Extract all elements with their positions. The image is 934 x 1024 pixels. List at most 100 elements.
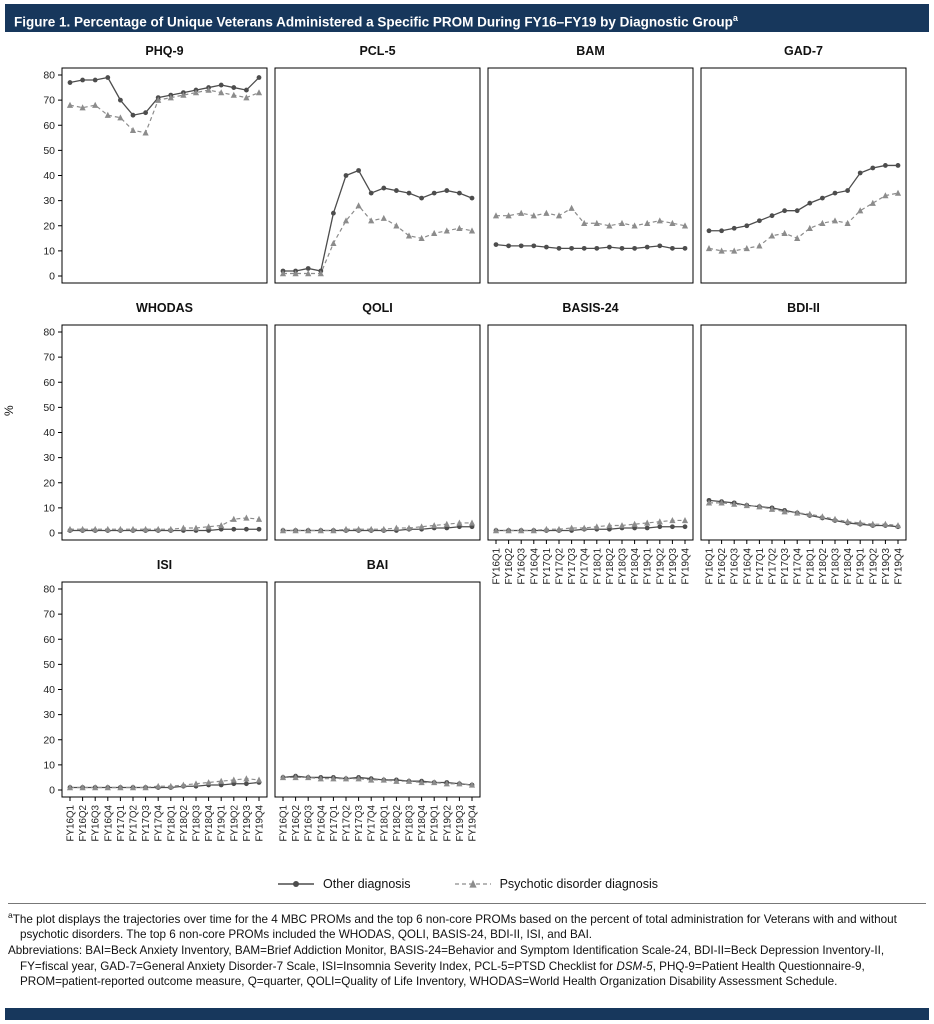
svg-text:FY17Q2: FY17Q2 <box>555 548 566 585</box>
psychotic-series-markers <box>66 514 263 532</box>
svg-text:FY17Q2: FY17Q2 <box>768 548 779 585</box>
svg-text:0: 0 <box>49 271 55 283</box>
svg-text:FY19Q2: FY19Q2 <box>442 805 453 842</box>
svg-text:FY16Q2: FY16Q2 <box>504 548 515 585</box>
svg-text:FY17Q1: FY17Q1 <box>116 805 127 842</box>
panel-phq-9: PHQ-9 0 10 20 30 40 50 60 70 80 <box>43 44 268 284</box>
chart-panel-cell: BASIS-24 FY16Q1 FY16Q2 FY16Q3 FY16Q4 FY17Q1 FY… <box>485 299 696 585</box>
footnote-a-text: The plot displays the trajectories over … <box>12 912 897 942</box>
psychotic-series-markers <box>492 517 689 534</box>
svg-text:10: 10 <box>43 759 55 771</box>
svg-text:FY16Q4: FY16Q4 <box>103 804 114 841</box>
psychotic-series-line <box>283 204 473 275</box>
psychotic-series-markers <box>279 202 476 277</box>
svg-text:FY18Q1: FY18Q1 <box>805 548 816 585</box>
svg-text:FY18Q2: FY18Q2 <box>818 548 829 585</box>
psychotic-series-line <box>496 519 685 532</box>
svg-text:FY18Q2: FY18Q2 <box>605 548 616 585</box>
charts-area: % PHQ-9 0 10 20 30 40 50 60 70 80 PCL-5 BAM GAD-7 WHO… <box>0 32 934 863</box>
x-axis-ticks: FY16Q1 FY16Q2 FY16Q3 FY16Q4 FY17Q1 FY17Q2 FY17… <box>279 797 479 842</box>
other-series-markers <box>280 168 475 274</box>
svg-text:FY19Q3: FY19Q3 <box>668 547 679 584</box>
svg-text:FY17Q2: FY17Q2 <box>342 805 353 842</box>
psychotic-series-line <box>69 89 260 134</box>
svg-text:FY16Q3: FY16Q3 <box>91 804 102 841</box>
svg-text:80: 80 <box>43 70 55 82</box>
svg-text:FY17Q4: FY17Q4 <box>793 547 804 584</box>
svg-text:FY19Q2: FY19Q2 <box>868 548 879 585</box>
other-series-markers <box>493 242 688 251</box>
svg-text:FY19Q2: FY19Q2 <box>655 548 666 585</box>
svg-text:FY17Q3: FY17Q3 <box>141 804 152 841</box>
svg-text:FY18Q2: FY18Q2 <box>392 805 403 842</box>
svg-text:0: 0 <box>49 528 55 540</box>
psychotic-series-line <box>70 517 260 530</box>
svg-text:40: 40 <box>43 684 55 696</box>
psychotic-series-markers <box>279 519 476 534</box>
other-series-line <box>283 169 473 272</box>
other-series-line <box>70 528 259 532</box>
panel-pcl-5: PCL-5 <box>274 44 481 284</box>
svg-text:FY16Q2: FY16Q2 <box>717 548 728 585</box>
psychotic-series-line <box>283 776 473 786</box>
footnote-a-marker: a <box>8 910 13 920</box>
svg-text:FY19Q3: FY19Q3 <box>881 547 892 584</box>
y-axis-label: % <box>2 405 16 416</box>
svg-text:FY18Q4: FY18Q4 <box>843 547 854 584</box>
svg-text:FY17Q3: FY17Q3 <box>354 804 365 841</box>
psychotic-series-line <box>708 192 899 252</box>
svg-text:20: 20 <box>43 220 55 232</box>
svg-text:60: 60 <box>43 120 55 132</box>
svg-text:FY19Q4: FY19Q4 <box>681 547 692 584</box>
svg-text:FY19Q1: FY19Q1 <box>856 548 867 585</box>
legend-marker-psychotic-icon <box>454 879 491 888</box>
footnotes: aThe plot displays the trajectories over… <box>8 903 926 990</box>
chart-panel-cell: PCL-5 <box>272 42 483 289</box>
svg-text:FY17Q4: FY17Q4 <box>154 804 165 841</box>
abbreviations-text: Abbreviations: BAI=Beck Anxiety Inventor… <box>8 944 885 973</box>
svg-text:FY17Q2: FY17Q2 <box>129 805 140 842</box>
svg-text:FY19Q1: FY19Q1 <box>217 805 228 842</box>
svg-text:FY16Q4: FY16Q4 <box>316 804 327 841</box>
svg-text:FY18Q3: FY18Q3 <box>192 804 203 841</box>
panel-title: PHQ-9 <box>145 44 183 58</box>
footnote-abbreviations: Abbreviations: BAI=Beck Anxiety Inventor… <box>8 943 926 989</box>
chart-panel-cell: GAD-7 <box>698 42 909 289</box>
psychotic-series-markers <box>66 775 263 791</box>
svg-text:FY18Q1: FY18Q1 <box>592 548 603 585</box>
chart-panel-cell: BAI FY16Q1 FY16Q2 FY16Q3 FY16Q4 FY17Q1 FY17Q2 F… <box>272 556 483 863</box>
svg-text:30: 30 <box>43 452 55 464</box>
panel-bam: BAM <box>487 44 694 284</box>
svg-text:40: 40 <box>43 170 55 182</box>
svg-text:60: 60 <box>43 634 55 646</box>
svg-text:80: 80 <box>43 327 55 339</box>
svg-text:FY18Q4: FY18Q4 <box>417 804 428 841</box>
panel-qoli: QOLI <box>274 301 481 541</box>
x-axis-ticks: FY16Q1 FY16Q2 FY16Q3 FY16Q4 FY17Q1 FY17Q2 FY17… <box>66 797 266 842</box>
figure-title-superscript: a <box>732 13 738 23</box>
svg-text:FY18Q4: FY18Q4 <box>630 547 641 584</box>
panel-title: BASIS-24 <box>562 301 618 315</box>
svg-text:FY18Q3: FY18Q3 <box>831 547 842 584</box>
figure-title-bar: Figure 1. Percentage of Unique Veterans … <box>5 4 929 32</box>
svg-text:FY16Q1: FY16Q1 <box>279 805 290 842</box>
svg-text:FY17Q1: FY17Q1 <box>755 548 766 585</box>
svg-text:FY19Q3: FY19Q3 <box>455 804 466 841</box>
psychotic-series-line <box>283 522 472 532</box>
panel-title: WHODAS <box>136 301 193 315</box>
psychotic-series-markers <box>279 774 476 788</box>
y-axis-ticks: 0 10 20 30 40 50 60 70 80 <box>43 327 62 540</box>
psychotic-series-line <box>496 207 686 227</box>
svg-text:FY19Q4: FY19Q4 <box>255 804 266 841</box>
svg-text:0: 0 <box>49 785 55 797</box>
svg-text:FY18Q2: FY18Q2 <box>179 805 190 842</box>
legend-label-other: Other diagnosis <box>323 877 411 891</box>
y-axis-ticks: 0 10 20 30 40 50 60 70 80 <box>43 70 62 283</box>
other-series-line <box>708 499 899 528</box>
svg-text:FY17Q3: FY17Q3 <box>780 547 791 584</box>
psychotic-series-markers <box>66 86 263 136</box>
legend: Other diagnosis Psychotic disorder diagn… <box>0 877 934 891</box>
